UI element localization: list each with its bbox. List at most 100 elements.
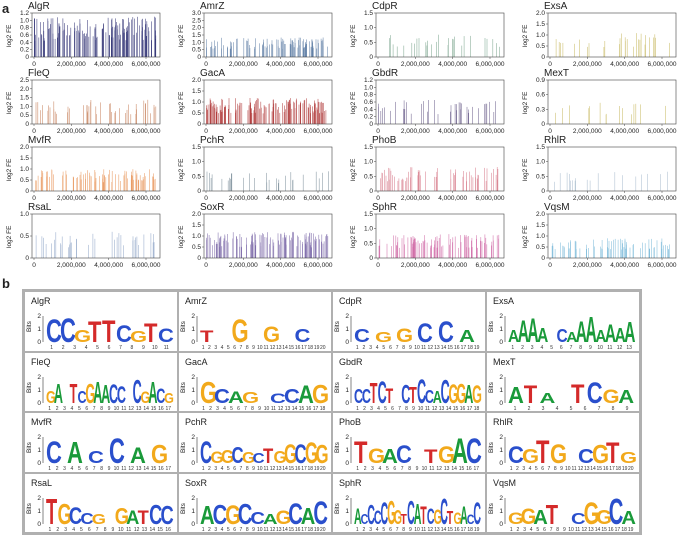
logo-letter: G <box>387 494 395 532</box>
signal-peak-bar <box>554 249 556 258</box>
logo-position-number: 13 <box>136 406 142 412</box>
signal-peak-bar <box>66 174 67 191</box>
signal-peak-bar <box>232 232 234 258</box>
logo-position-number: 12 <box>270 345 276 351</box>
chip-track-ylabel: log2 FE <box>6 225 13 248</box>
signal-peak-bar <box>74 31 75 57</box>
logo-position-number: 10 <box>257 527 263 533</box>
plot-frame <box>547 146 677 192</box>
logo-letter: A <box>618 387 634 407</box>
signal-peak-bar <box>418 38 420 57</box>
y-tick-label: 0.5 <box>192 47 201 54</box>
logo-letter: A <box>527 311 538 350</box>
signal-peak-bar <box>562 42 564 57</box>
signal-peak-bar <box>273 103 275 124</box>
logo-letter: G <box>58 498 72 530</box>
signal-peak-bar <box>271 111 273 124</box>
signal-peak-bar <box>123 32 125 57</box>
signal-peak-bar <box>461 45 463 57</box>
signal-peak-bar <box>263 105 265 124</box>
logo-position-number: 16 <box>295 527 301 533</box>
logo-position-number: 10 <box>118 527 124 533</box>
signal-peak-bar <box>579 248 581 258</box>
signal-peak-bar <box>227 180 229 191</box>
chip-track-ylabel: log2 FE <box>178 225 185 248</box>
signal-peak-bar <box>49 176 50 191</box>
signal-peak-bar <box>241 103 243 124</box>
logo-letter: G <box>151 440 168 469</box>
signal-peak-bar <box>303 39 304 57</box>
signal-peak-bar <box>220 109 222 124</box>
signal-peak-bar <box>478 175 479 191</box>
signal-peak-bar <box>76 30 78 57</box>
signal-peak-bar <box>114 239 115 258</box>
signal-peak-bar <box>217 41 218 57</box>
signal-peak-bar <box>290 45 291 57</box>
signal-peak-bar <box>132 236 134 258</box>
signal-peak-bar <box>491 241 493 258</box>
signal-peak-bar <box>77 177 78 191</box>
signal-peak-bar <box>115 174 116 191</box>
signal-peak-bar <box>452 38 453 57</box>
y-tick-label: 0 <box>369 54 373 61</box>
logo-position-number: 3 <box>369 345 372 351</box>
signal-peak-bar <box>68 247 69 258</box>
logo-letter: C <box>213 500 228 531</box>
signal-peak-bar <box>327 46 328 57</box>
signal-peak-bar <box>306 241 308 258</box>
signal-peak-bar <box>298 104 300 124</box>
signal-peak-bar <box>420 175 421 191</box>
logo-y-tick: 0 <box>345 460 349 467</box>
chip-track-plot: 1.51.00.500 2,000,000 4,000,000 6,000,000 <box>364 10 505 68</box>
signal-peak-bar <box>306 98 307 124</box>
logo-position-number: 6 <box>85 406 88 412</box>
signal-peak-bar <box>116 237 118 258</box>
logo-letter: G <box>85 377 95 409</box>
logo-letter: A <box>518 314 529 350</box>
signal-peak-bar <box>269 44 270 57</box>
signal-peak-bar <box>236 236 237 258</box>
logo-position-number: 16 <box>158 406 164 412</box>
logo-letter: T <box>420 503 427 530</box>
logo-position-number: 3 <box>63 406 66 412</box>
signal-peak-bar <box>309 245 311 258</box>
y-tick-label: 1.0 <box>20 166 29 173</box>
signal-peak-bar <box>247 110 249 124</box>
signal-peak-bar <box>263 234 264 258</box>
signal-peak-bar <box>109 169 110 191</box>
logo-position-number: 6 <box>233 345 236 351</box>
logo-position-number: 5 <box>78 406 81 412</box>
signal-peak-bar <box>152 242 154 258</box>
signal-peak-bar <box>238 105 240 124</box>
motif-cell-pchr: PchR 2 1 0 Bits C G G C G C T G G C G G 1 2 3 4 5 6 7 8 9 10 11 12 13… <box>178 412 332 473</box>
signal-peak-bar <box>117 29 118 57</box>
signal-peak-bar <box>327 236 329 258</box>
x-tick-label: 2,000,000 <box>57 128 86 135</box>
chip-track-ylabel: log2 FE <box>350 91 357 114</box>
signal-peak-bar <box>131 19 132 57</box>
logo-y-tick: 1 <box>37 508 41 515</box>
signal-peak-bar <box>127 178 128 191</box>
signal-peak-bar <box>421 243 422 258</box>
logo-letter: A <box>566 329 577 345</box>
signal-peak-bar <box>123 245 124 258</box>
signal-peak-bar <box>401 179 403 191</box>
signal-peak-bar <box>412 242 414 258</box>
chip-track-title: RsaL <box>28 202 52 213</box>
motif-logo-grid: AlgR 2 1 0 Bits C C G T T C G T C 1 2 3 4 5 6 7 8 9 10 11 AmrZ 2 1 0… <box>22 289 642 535</box>
logo-letter: T <box>102 313 116 349</box>
signal-peak-bar <box>411 243 413 258</box>
signal-peak-bar <box>303 47 305 57</box>
signal-peak-bar <box>302 243 303 258</box>
signal-peak-bar <box>89 175 91 191</box>
y-tick-label: 2.5 <box>20 77 29 84</box>
signal-peak-bar <box>268 104 270 124</box>
logo-y-tick: 1 <box>345 387 349 394</box>
signal-peak-bar <box>644 44 646 57</box>
signal-peak-bar <box>128 17 129 57</box>
logo-position-number: 9 <box>258 406 261 412</box>
signal-peak-bar <box>311 247 312 258</box>
plot-frame <box>547 12 677 58</box>
signal-peak-bar <box>215 104 217 124</box>
